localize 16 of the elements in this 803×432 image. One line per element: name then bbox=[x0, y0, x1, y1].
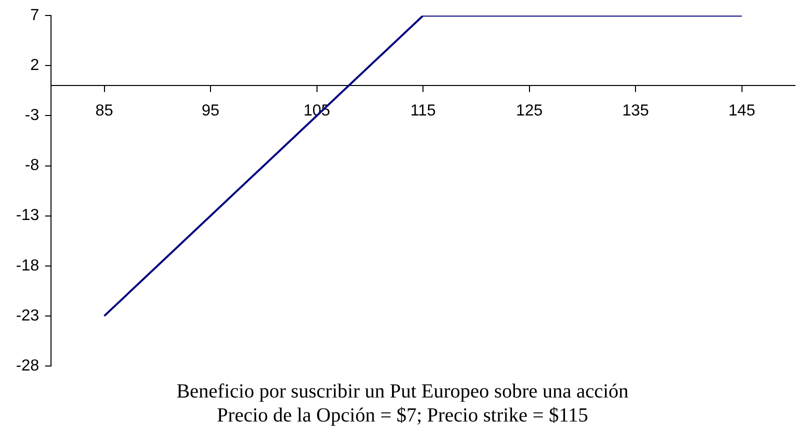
y-tick-label: -18 bbox=[16, 257, 40, 274]
y-tick-label: 7 bbox=[30, 7, 40, 24]
x-tick-label: 125 bbox=[516, 102, 543, 120]
x-tick-label: 145 bbox=[728, 102, 756, 120]
text: Beneficio por suscribir un Put Europeo sobre una acción bbox=[176, 380, 629, 402]
x-tick-label: 85 bbox=[95, 102, 114, 120]
text: Precio de la Opción = $7; Precio strike = $115 bbox=[216, 404, 588, 426]
x-tick-label: 115 bbox=[410, 102, 436, 120]
y-tick-label: -3 bbox=[24, 107, 40, 124]
y-tick-label: -23 bbox=[16, 307, 40, 324]
y-tick-label: -28 bbox=[16, 357, 40, 374]
y-tick-label: -8 bbox=[24, 157, 40, 174]
y-tick-label: 2 bbox=[30, 57, 40, 74]
x-tick-label: 135 bbox=[622, 102, 650, 120]
y-tick-label: -13 bbox=[16, 207, 40, 224]
x-tick-label: 95 bbox=[202, 102, 220, 120]
